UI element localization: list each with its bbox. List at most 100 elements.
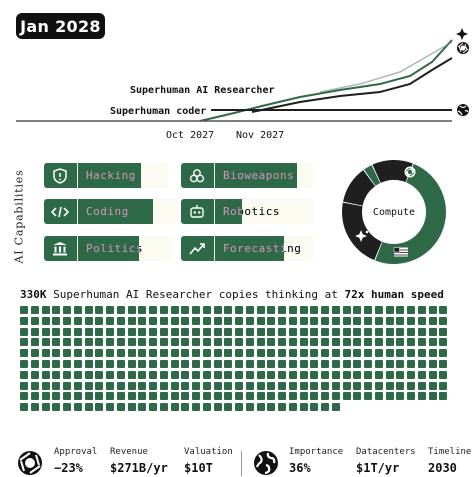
capability-hacking[interactable]: Hacking: [44, 163, 168, 188]
copy-square: [407, 381, 415, 390]
copy-square: [256, 316, 265, 325]
copy-square: [170, 360, 179, 368]
copy-square: [170, 403, 179, 412]
series-line-openai: [199, 39, 453, 122]
copies-count: 330K: [20, 288, 47, 301]
copy-square: [288, 349, 297, 358]
copy-square: [310, 338, 319, 347]
capability-label: Bioweapons: [223, 169, 295, 182]
copy-square: [342, 349, 351, 358]
capability-robotics[interactable]: Robotics: [181, 199, 313, 224]
copy-square: [245, 338, 254, 347]
copy-square: [331, 392, 340, 401]
copy-square: [407, 349, 415, 358]
copy-square: [95, 306, 104, 314]
code-icon: [44, 199, 76, 224]
copy-square: [159, 370, 168, 379]
copy-square: [299, 306, 308, 314]
capability-forecasting[interactable]: Forecasting: [181, 236, 313, 261]
openai-logo: [404, 166, 416, 178]
copy-square: [374, 316, 383, 325]
copy-square: [127, 306, 136, 314]
copy-square: [385, 349, 394, 358]
copy-square: [310, 327, 319, 336]
copy-square: [192, 370, 200, 379]
trend-chart-icon: [181, 236, 213, 261]
copy-square: [213, 306, 222, 314]
current-date: Jan 2028: [20, 16, 101, 36]
copy-square: [41, 403, 50, 412]
datacenters-value: $1T/yr: [356, 461, 400, 475]
copy-square: [288, 306, 297, 314]
copies-headline: 330K Superhuman AI Researcher copies thi…: [20, 288, 444, 301]
copy-square: [353, 349, 362, 358]
copy-square: [299, 327, 308, 336]
capability-bioweapons[interactable]: Bioweapons: [181, 163, 313, 188]
copy-square: [288, 370, 297, 379]
copy-square: [52, 360, 61, 368]
copy-square: [417, 381, 426, 390]
copy-square: [288, 327, 297, 336]
copy-square: [235, 349, 243, 358]
donut-segment: [375, 163, 447, 265]
copy-square: [73, 316, 82, 325]
copy-square: [20, 403, 28, 412]
copy-square: [396, 327, 405, 336]
copy-square: [138, 381, 147, 390]
copy-square: [321, 327, 329, 336]
copy-square: [235, 381, 243, 390]
copy-square: [267, 360, 276, 368]
copy-square: [428, 349, 437, 358]
copy-square: [52, 349, 61, 358]
copy-square: [192, 306, 200, 314]
copy-square: [52, 316, 61, 325]
copy-square: [41, 360, 50, 368]
capability-politics[interactable]: Politics: [44, 236, 172, 261]
copy-square: [73, 338, 82, 347]
copy-square: [407, 306, 415, 314]
copy-square: [396, 306, 405, 314]
copy-square: [41, 381, 50, 390]
copy-square: [288, 360, 297, 368]
copy-square: [84, 316, 93, 325]
copy-square: [63, 370, 71, 379]
copy-square: [181, 306, 190, 314]
copy-square: [267, 338, 276, 347]
copy-square: [267, 403, 276, 412]
copy-square: [30, 370, 39, 379]
copy-square: [278, 327, 286, 336]
copy-square: [213, 392, 222, 401]
capabilities-title: AI Capabilities: [12, 168, 26, 264]
copy-square: [321, 360, 329, 368]
donut-segment: [363, 165, 381, 186]
copy-square: [181, 316, 190, 325]
importance-stat: Importance 36%: [289, 447, 343, 475]
revenue-stat: Revenue $271B/yr: [110, 447, 168, 475]
copy-square: [310, 360, 319, 368]
copy-square: [353, 327, 362, 336]
robot-icon: [181, 199, 213, 224]
copy-square: [63, 403, 71, 412]
copy-square: [20, 338, 28, 347]
copy-square: [374, 327, 383, 336]
copy-square: [396, 360, 405, 368]
copy-square: [127, 316, 136, 325]
copy-square: [353, 370, 362, 379]
copy-square: [245, 349, 254, 358]
copy-square: [30, 327, 39, 336]
copy-square: [30, 392, 39, 401]
copy-square: [202, 349, 211, 358]
copy-square: [138, 360, 147, 368]
copy-square: [30, 381, 39, 390]
copy-square: [106, 403, 114, 412]
government-icon: [44, 236, 76, 261]
copy-square: [256, 392, 265, 401]
capability-coding[interactable]: Coding: [44, 199, 178, 224]
copy-square: [159, 381, 168, 390]
copy-square: [364, 316, 372, 325]
copy-square: [407, 392, 415, 401]
copy-square: [170, 392, 179, 401]
copy-square: [278, 360, 286, 368]
copy-square: [278, 370, 286, 379]
copy-square: [95, 370, 104, 379]
